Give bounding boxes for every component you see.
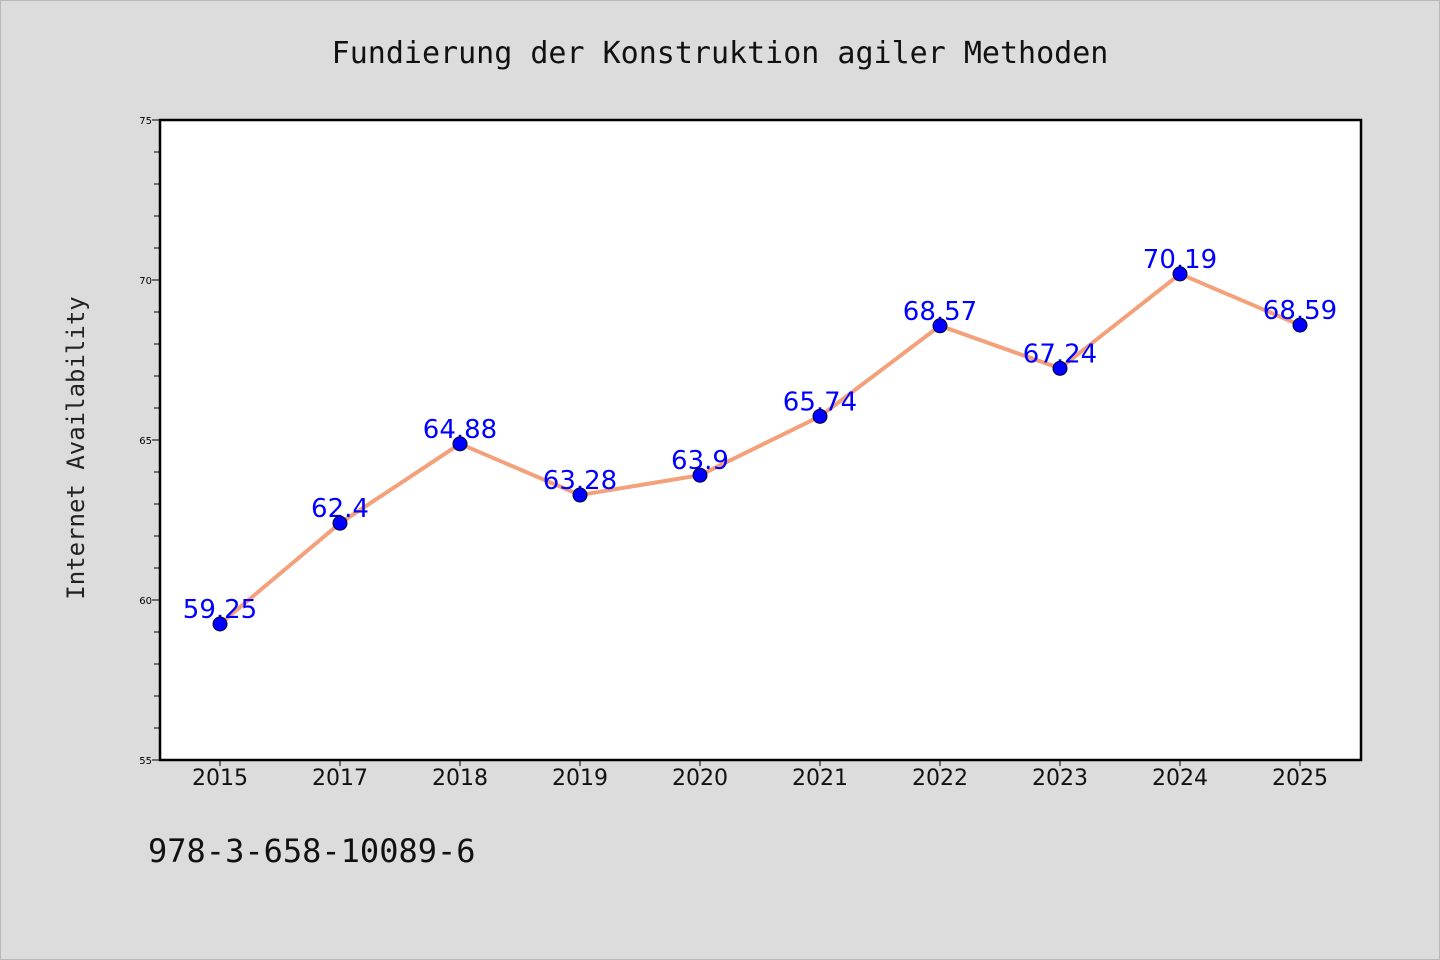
y-tick-label: 60 (139, 596, 152, 607)
data-point (932, 318, 948, 334)
data-point (452, 436, 468, 452)
data-point (1292, 317, 1308, 333)
data-point (1052, 360, 1068, 376)
data-point (1172, 266, 1188, 282)
data-point (212, 616, 228, 632)
data-point (692, 467, 708, 483)
chart-title: Fundierung der Konstruktion agiler Metho… (332, 36, 1109, 71)
x-tick-label: 2019 (552, 766, 608, 791)
x-tick-label: 2017 (312, 766, 368, 791)
x-tick-label: 2015 (192, 766, 248, 791)
data-point (572, 487, 588, 503)
x-tick-label: 2022 (912, 766, 968, 791)
series-line (218, 271, 1302, 626)
chart-marks: 55 60 65 70 75 2015 2017 2018 2019 2020 2021 2022 20… (139, 116, 1337, 791)
plot-area (160, 120, 1361, 760)
x-tick-label: 2020 (672, 766, 728, 791)
y-tick-label: 75 (139, 116, 152, 127)
x-tick-label: 2024 (1152, 766, 1208, 791)
data-point (812, 408, 828, 424)
y-tick-label: 65 (139, 436, 152, 447)
y-tick-label: 55 (139, 756, 152, 767)
y-tick-label: 70 (139, 276, 152, 287)
x-tick-label: 2018 (432, 766, 488, 791)
data-point (332, 515, 348, 531)
x-tick-label: 2021 (792, 766, 848, 791)
x-tick-label: 2023 (1032, 766, 1088, 791)
y-axis-label: Internet Availability (62, 296, 90, 599)
x-tick-label: 2025 (1272, 766, 1328, 791)
plot-border (158, 118, 1363, 762)
isbn-text: 978-3-658-10089-6 (148, 832, 476, 870)
